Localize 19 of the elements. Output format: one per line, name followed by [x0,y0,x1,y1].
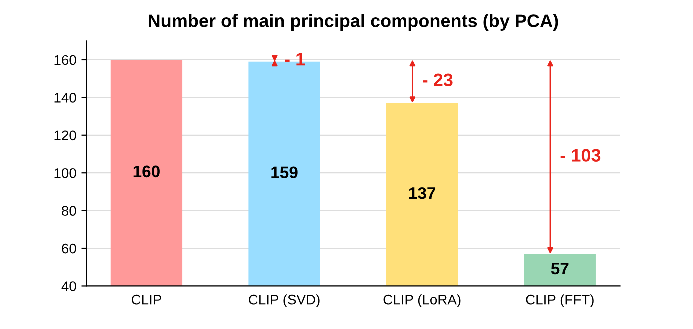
data-label: 137 [409,187,436,200]
chart-title: Number of main principal components (by PCA) [148,14,558,31]
y-tick-label: 140 [54,93,76,103]
y-tick-label: 120 [54,130,76,141]
y-tick-label: 60 [62,244,76,254]
annotation: - 103 [560,149,601,162]
annotation: - 23 [423,74,453,87]
y-tick-label: 40 [62,282,76,292]
x-tick-label: CLIP [132,294,162,305]
y-tick-label: 80 [62,206,76,216]
y-tick-label: 160 [54,55,76,66]
x-tick-label: CLIP (SVD) [249,294,320,308]
x-tick-label: CLIP (FFT) [526,294,594,308]
y-tick-label: 100 [54,168,76,178]
data-label: 160 [134,166,160,178]
data-label: 57 [551,263,569,275]
x-tick-label: CLIP (LoRA) [384,294,461,308]
data-label: 159 [272,166,298,179]
annotation: - 1 [285,53,306,66]
